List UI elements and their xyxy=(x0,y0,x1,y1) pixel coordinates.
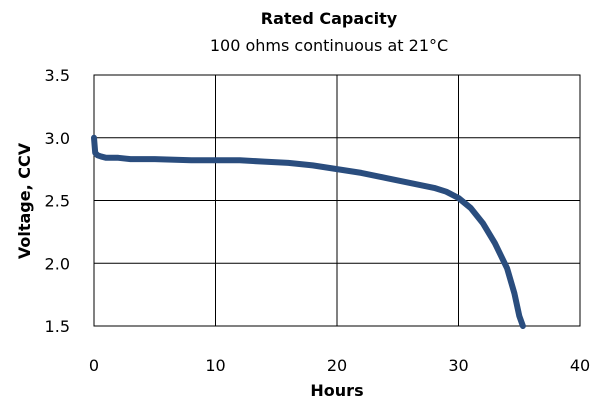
chart-subtitle: 100 ohms continuous at 21°C xyxy=(210,36,448,55)
y-tick-label: 2.0 xyxy=(45,254,70,273)
x-tick-labels: 0 10 20 30 40 xyxy=(89,356,590,375)
x-tick-label: 10 xyxy=(205,356,225,375)
series-layer xyxy=(91,134,526,329)
x-axis-title: Hours xyxy=(310,381,363,400)
plot-area xyxy=(93,74,581,327)
y-tick-label: 1.5 xyxy=(45,317,70,336)
x-tick-label: 20 xyxy=(327,356,347,375)
y-tick-labels: 3.5 3.0 2.5 2.0 1.5 xyxy=(45,66,70,336)
y-tick-label: 3.5 xyxy=(45,66,70,85)
series-line xyxy=(91,134,526,329)
chart-title: Rated Capacity xyxy=(261,9,398,28)
grid xyxy=(93,74,581,327)
y-tick-label: 2.5 xyxy=(45,192,70,211)
x-tick-label: 30 xyxy=(448,356,468,375)
x-tick-label: 0 xyxy=(89,356,99,375)
y-tick-label: 3.0 xyxy=(45,129,70,148)
x-tick-label: 40 xyxy=(570,356,590,375)
y-axis-title: Voltage, CCV xyxy=(15,142,34,259)
